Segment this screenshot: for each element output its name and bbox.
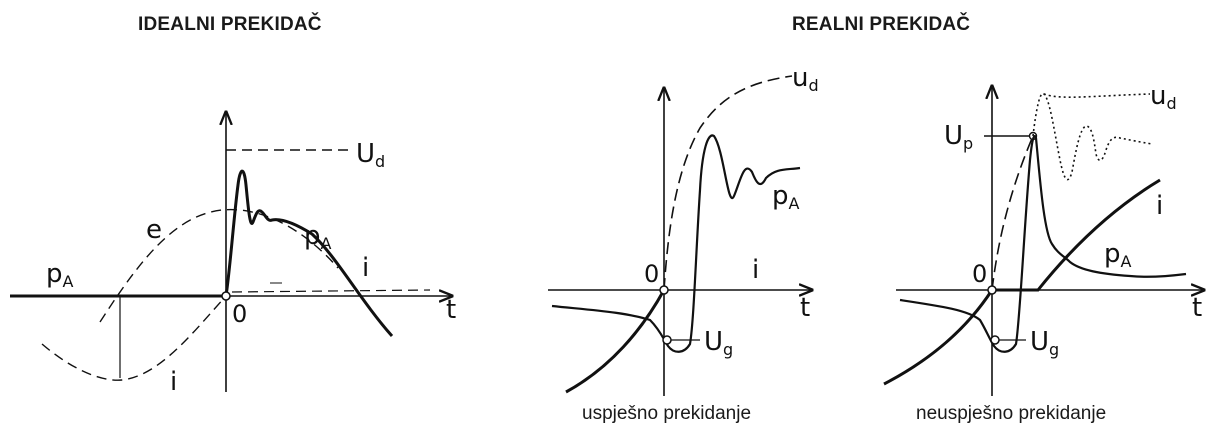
ideal-i-curve [41, 295, 227, 381]
ideal-pa-right-label: pA [304, 221, 332, 253]
ideal-switch-diagram: Ud e pA pA i i 0 t [10, 112, 456, 397]
success-pa-curve [551, 134, 801, 353]
failure-i-label: i [1156, 191, 1163, 221]
failure-ud-dashed [991, 135, 1034, 291]
ideal-e-label: e [146, 215, 162, 245]
success-ug-marker [662, 335, 672, 345]
failure-pa-curve [899, 134, 1187, 353]
ideal-pa-curve [224, 169, 394, 337]
success-ug-label: Ug [704, 327, 733, 359]
failure-origin-marker [987, 285, 997, 295]
ideal-ud-label: Ud [356, 139, 385, 171]
failure-ug-marker [990, 335, 1000, 345]
success-ud-label: ud [792, 63, 819, 95]
failure-pa-label: pA [1104, 239, 1132, 271]
success-i-curve [565, 289, 666, 394]
ideal-origin-label: 0 [232, 300, 247, 328]
success-i-label: i [752, 255, 759, 285]
ideal-t-label: t [446, 295, 456, 325]
success-ud-curve [663, 75, 793, 291]
real-switch-title: REALNI PREKIDAČ [792, 14, 971, 35]
failed-interruption-caption: neuspješno prekidanje [916, 403, 1107, 424]
failure-origin-label: 0 [972, 260, 987, 288]
ideal-origin-marker [221, 291, 231, 301]
failure-up-label: Up [944, 121, 973, 153]
failure-ud-dotted [1032, 92, 1153, 181]
failure-ud-label: ud [1150, 81, 1177, 113]
ideal-i-right-label: i [362, 253, 369, 283]
failure-ug-label: Ug [1030, 327, 1059, 359]
success-t-label: t [800, 293, 810, 323]
ideal-i-bottom-label: i [170, 367, 177, 397]
ideal-i-after-zero [231, 289, 431, 293]
success-pa-label: pA [772, 181, 800, 213]
successful-interruption-diagram: ud pA i 0 t Ug [548, 63, 819, 396]
successful-interruption-caption: uspješno prekidanje [582, 403, 752, 424]
failure-i-curve [883, 178, 1161, 386]
ideal-pa-left-label: pA [46, 259, 74, 291]
success-origin-marker [659, 285, 669, 295]
failure-t-label: t [1192, 293, 1202, 323]
success-origin-label: 0 [644, 260, 659, 288]
failed-interruption-diagram: Up ud i pA 0 t Ug [883, 81, 1204, 396]
ideal-e-curve [99, 208, 339, 323]
ideal-switch-title: IDEALNI PREKIDAČ [138, 14, 322, 35]
